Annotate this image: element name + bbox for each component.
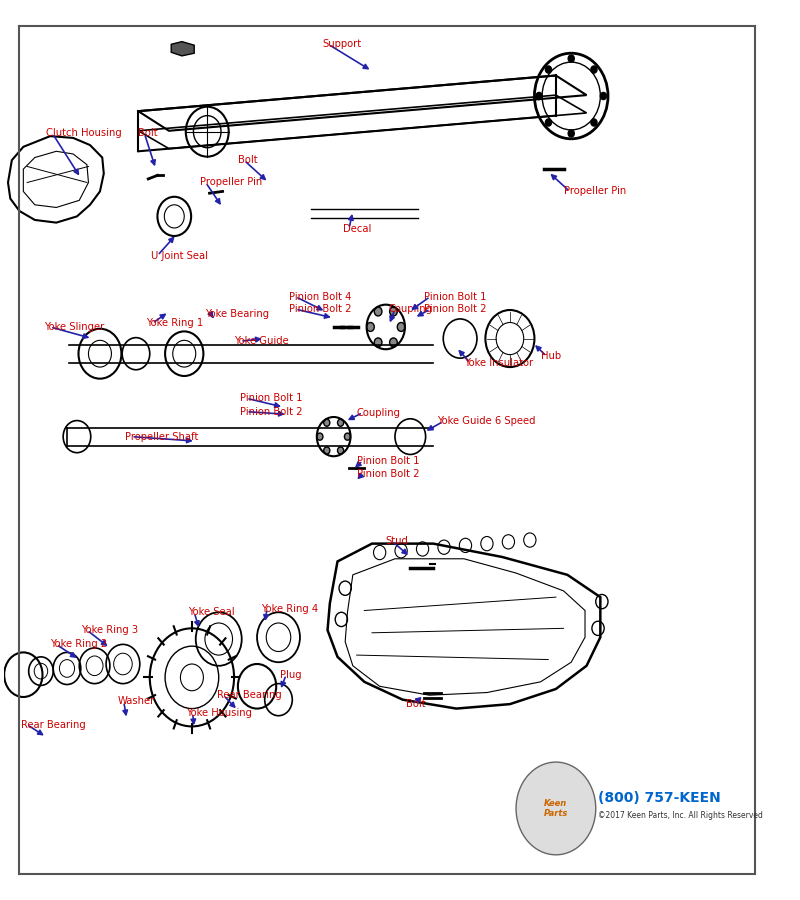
Text: Bolt: Bolt xyxy=(238,155,258,166)
Text: Yoke Ring 4: Yoke Ring 4 xyxy=(261,604,318,614)
Text: Pinion Bolt 1: Pinion Bolt 1 xyxy=(240,393,302,403)
Circle shape xyxy=(546,119,551,126)
Circle shape xyxy=(600,93,606,100)
Circle shape xyxy=(568,55,574,62)
Text: Hub: Hub xyxy=(541,351,561,362)
Text: Support: Support xyxy=(322,40,362,50)
Circle shape xyxy=(324,447,330,454)
Circle shape xyxy=(568,130,574,137)
Text: Pinion Bolt 2: Pinion Bolt 2 xyxy=(357,469,419,479)
Circle shape xyxy=(591,66,597,73)
Text: Yoke Bearing: Yoke Bearing xyxy=(205,310,269,320)
Text: Propeller Shaft: Propeller Shaft xyxy=(126,432,198,442)
Text: Yoke Seal: Yoke Seal xyxy=(188,608,234,617)
Text: Clutch Housing: Clutch Housing xyxy=(46,129,122,139)
Circle shape xyxy=(516,762,596,855)
Text: Yoke Guide 6 Speed: Yoke Guide 6 Speed xyxy=(437,417,536,427)
Text: Coupling: Coupling xyxy=(389,304,433,314)
Circle shape xyxy=(324,419,330,427)
Circle shape xyxy=(317,433,323,440)
Circle shape xyxy=(338,447,344,454)
Text: Yoke Ring 2: Yoke Ring 2 xyxy=(50,639,107,650)
Polygon shape xyxy=(171,41,194,56)
Circle shape xyxy=(546,66,551,73)
Text: Yoke Ring 1: Yoke Ring 1 xyxy=(146,319,203,328)
Text: Pinion Bolt 1: Pinion Bolt 1 xyxy=(357,455,419,465)
Circle shape xyxy=(338,419,344,427)
Text: U Joint Seal: U Joint Seal xyxy=(151,250,208,261)
Text: Yoke Guide: Yoke Guide xyxy=(234,337,289,347)
Text: Coupling: Coupling xyxy=(357,408,401,418)
Circle shape xyxy=(536,93,542,100)
Circle shape xyxy=(398,322,405,331)
Circle shape xyxy=(390,338,398,346)
Circle shape xyxy=(366,322,374,331)
Circle shape xyxy=(345,433,350,440)
Text: Keen
Parts: Keen Parts xyxy=(544,799,568,818)
Text: Plug: Plug xyxy=(280,670,302,680)
Circle shape xyxy=(374,307,382,316)
Text: ©2017 Keen Parts, Inc. All Rights Reserved: ©2017 Keen Parts, Inc. All Rights Reserv… xyxy=(598,811,763,820)
Text: Pinion Bolt 2: Pinion Bolt 2 xyxy=(240,407,302,417)
Circle shape xyxy=(591,119,597,126)
Text: Yoke Slinger: Yoke Slinger xyxy=(44,322,104,332)
Circle shape xyxy=(374,338,382,346)
Text: Rear Bearing: Rear Bearing xyxy=(217,690,282,700)
Text: Washer: Washer xyxy=(118,697,155,706)
Text: Decal: Decal xyxy=(343,224,371,234)
Text: Propeller Pin: Propeller Pin xyxy=(563,186,626,196)
Text: Pinion Bolt 2: Pinion Bolt 2 xyxy=(290,304,352,314)
Text: Yoke Insulator: Yoke Insulator xyxy=(464,357,533,367)
Text: Bolt: Bolt xyxy=(406,699,426,709)
Text: Pinion Bolt 2: Pinion Bolt 2 xyxy=(424,304,486,314)
Text: Rear Bearing: Rear Bearing xyxy=(21,720,86,730)
Text: Bolt: Bolt xyxy=(138,129,158,139)
Text: Pinion Bolt 4: Pinion Bolt 4 xyxy=(290,292,352,302)
Text: Propeller Pin: Propeller Pin xyxy=(199,177,262,187)
Text: Yoke Ring 3: Yoke Ring 3 xyxy=(81,626,138,635)
Text: Yoke Housing: Yoke Housing xyxy=(186,708,253,718)
Circle shape xyxy=(390,307,398,316)
Text: (800) 757-KEEN: (800) 757-KEEN xyxy=(598,791,721,805)
Text: Stud: Stud xyxy=(386,536,409,546)
Text: Pinion Bolt 1: Pinion Bolt 1 xyxy=(424,292,486,302)
